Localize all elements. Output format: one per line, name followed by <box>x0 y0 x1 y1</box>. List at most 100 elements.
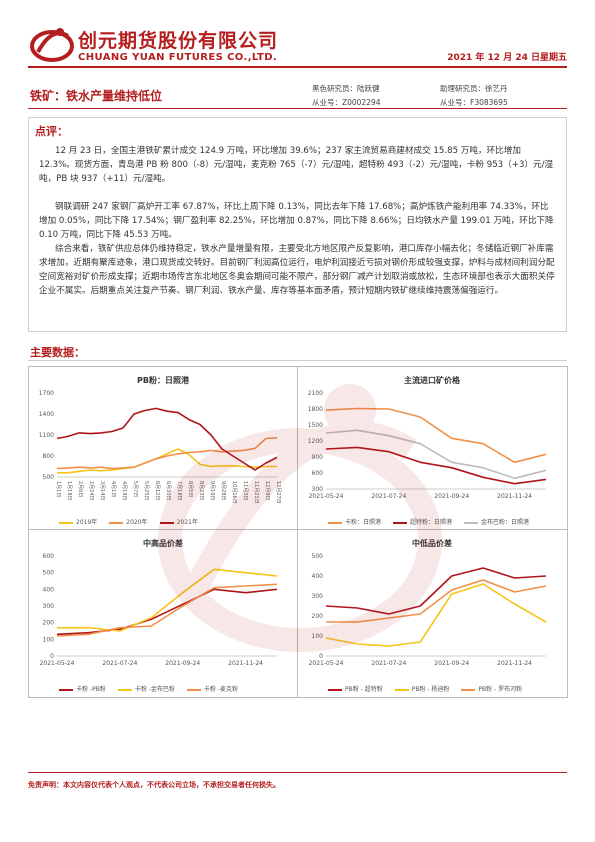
x-tick-label: 1月19日 <box>66 481 72 501</box>
legend-swatch <box>186 688 201 691</box>
series-line <box>325 429 547 480</box>
comment-paragraph-2: 钢联调研 247 家钢厂高炉开工率 67.87%，环比上周下降 0.13%，同比… <box>39 202 554 240</box>
grid-divider-h <box>29 529 567 530</box>
comment-paragraph-1: 12 月 23 日，全国主港铁矿累计成交 124.9 万吨，环比增加 39.6%… <box>39 146 554 184</box>
chart-title: PB粉：日照港 <box>137 376 189 385</box>
y-tick-label: 2100 <box>308 390 323 397</box>
y-tick-label: 600 <box>43 553 55 560</box>
chart-svg: 0 100 200 300 400 500 600 2021-05-24 2021-07-24 2… <box>40 553 278 667</box>
legend-item: 金布巴粉：日照港 <box>464 517 529 526</box>
legend-swatch <box>393 521 408 524</box>
x-tick-label: 9月10日 <box>209 481 215 501</box>
legend-swatch <box>461 688 476 691</box>
chart-mid-high-spread: 中高品价差 0 100 200 300 400 500 600 2021-05-24 2021-… <box>29 530 297 693</box>
y-tick-label: 300 <box>312 486 324 493</box>
x-tick-label: 2021-05-24 <box>309 493 344 500</box>
y-tick-label: 0 <box>319 653 323 660</box>
disclaimer: 免责声明：本文内容仅代表个人观点，不代表公司立场，不承担交易者任何损失。 <box>28 781 280 789</box>
title-band: 铁矿：铁水产量维持低位 <box>28 84 567 109</box>
chart-svg: 300 600 900 1200 1500 1800 2100 2021-05-24 2021-… <box>308 390 547 500</box>
series-line <box>57 568 278 632</box>
series-line <box>325 446 547 485</box>
x-tick-label: 4月19日 <box>121 481 127 501</box>
chart-svg: 0 100 200 300 400 500 2021-05-24 2021-07-24 2021… <box>309 553 547 667</box>
legend-swatch <box>109 521 124 524</box>
legend-label: 2020年 <box>126 519 148 526</box>
x-tick-label: 12月9日 <box>264 481 270 501</box>
x-tick-label: 1月1日 <box>55 481 61 497</box>
x-tick-label: 2月6日 <box>77 481 83 497</box>
legend-swatch <box>159 521 174 524</box>
chart-svg: 500 800 1100 1400 1700 1月1日 1月19日 2月6日 2月24日 3月14… <box>39 390 281 504</box>
company-logo: 创元期货股份有限公司 CHUANG YUAN FUTURES CO.,LTD. <box>30 20 280 70</box>
assistant-analyst: 助理研究员：徐艺丹 <box>440 84 508 93</box>
legend-label: 超特粉：日照港 <box>410 519 453 526</box>
x-tick-label: 2021-11-24 <box>497 493 532 500</box>
legend-label: 2021年 <box>176 519 198 526</box>
y-tick-label: 500 <box>43 474 55 481</box>
y-tick-label: 400 <box>43 586 55 593</box>
y-tick-label: 1200 <box>308 438 323 445</box>
footer-rule <box>28 772 567 773</box>
y-tick-label: 1100 <box>39 432 54 439</box>
series-line <box>56 437 278 470</box>
x-tick-label: 5月25日 <box>143 481 149 501</box>
x-tick-label: 3月14日 <box>99 481 105 501</box>
comment-heading: 点评： <box>35 125 68 138</box>
legend-label: 2019年 <box>76 519 98 526</box>
chart-legend: PB粉 - 超特粉 PB粉 - 杨迪粉 PB粉 - 罗布河粉 <box>328 684 522 693</box>
legend-swatch <box>59 521 73 524</box>
main-data-heading: 主要数据： <box>30 346 85 359</box>
y-tick-label: 300 <box>312 593 324 600</box>
y-tick-label: 1800 <box>308 406 323 413</box>
x-tick-label: 2021-09-24 <box>434 660 469 667</box>
series-line <box>325 407 547 464</box>
x-tick-label: 2021-09-24 <box>165 660 200 667</box>
x-tick-label: 6月30日 <box>165 481 171 501</box>
legend-label: 卡粉 -金布巴粉 <box>134 686 175 693</box>
chart-legend: 卡粉 -PB粉 卡粉 -金布巴粉 卡粉 -麦克粉 <box>59 684 238 693</box>
x-tick-label: 9月28日 <box>220 481 226 501</box>
legend-label: PB粉 - 超特粉 <box>345 686 383 693</box>
x-tick-label: 8月5日 <box>187 481 193 497</box>
y-tick-label: 300 <box>43 603 55 610</box>
series-line <box>325 567 547 615</box>
legend-swatch <box>328 521 342 524</box>
y-tick-label: 1500 <box>308 422 323 429</box>
x-tick-label: 2021-07-24 <box>371 493 406 500</box>
x-tick-label: 2021-09-24 <box>434 493 469 500</box>
legend-item: PB粉 - 杨迪粉 <box>394 684 449 693</box>
y-tick-label: 600 <box>312 470 324 477</box>
company-name-en: CHUANG YUAN FUTURES CO.,LTD. <box>78 52 278 63</box>
legend-label: 卡粉：日照港 <box>345 519 382 526</box>
x-tick-label: 2021-07-24 <box>102 660 137 667</box>
report-date: 2021 年 12 月 24 日星期五 <box>447 53 567 63</box>
x-tick-label: 2021-07-24 <box>371 660 406 667</box>
series-line <box>326 579 547 623</box>
series-line <box>325 583 547 647</box>
x-tick-label: 2021-05-24 <box>40 660 75 667</box>
legend-item: PB粉 - 罗布河粉 <box>461 684 522 693</box>
legend-item: 2020年 <box>109 517 148 526</box>
comment-box: 点评： 12 月 23 日，全国主港铁矿累计成交 124.9 万吨，环比增加 3… <box>28 117 567 332</box>
y-tick-label: 100 <box>43 636 55 643</box>
series-line <box>57 448 277 474</box>
x-tick-label: 11月3日 <box>242 481 248 501</box>
header-rule <box>28 66 567 68</box>
y-tick-label: 400 <box>312 573 324 580</box>
y-tick-label: 0 <box>50 653 54 660</box>
logo-mark-icon <box>30 28 74 62</box>
legend-item: 2021年 <box>159 517 198 526</box>
black-analyst: 黑色研究员：陆跃健 <box>312 84 380 93</box>
x-tick-label: 2021-11-24 <box>497 660 532 667</box>
chart-title: 中低品价差 <box>412 539 452 548</box>
legend-item: 卡粉 -PB粉 <box>59 684 106 693</box>
x-tick-label: 12月27日 <box>275 481 281 504</box>
legend-item: 2019年 <box>59 517 97 526</box>
chart-grid: PB粉：日照港 500 800 1100 1400 1700 1月1日 1月19日 2月6日 2… <box>28 366 568 698</box>
report-title: 铁矿：铁水产量维持低位 <box>30 89 163 103</box>
chart-title: 中高品价差 <box>143 539 183 548</box>
legend-item: PB粉 - 超特粉 <box>328 684 383 693</box>
y-tick-label: 1700 <box>39 390 54 397</box>
legend-label: 金布巴粉：日照港 <box>481 519 530 526</box>
